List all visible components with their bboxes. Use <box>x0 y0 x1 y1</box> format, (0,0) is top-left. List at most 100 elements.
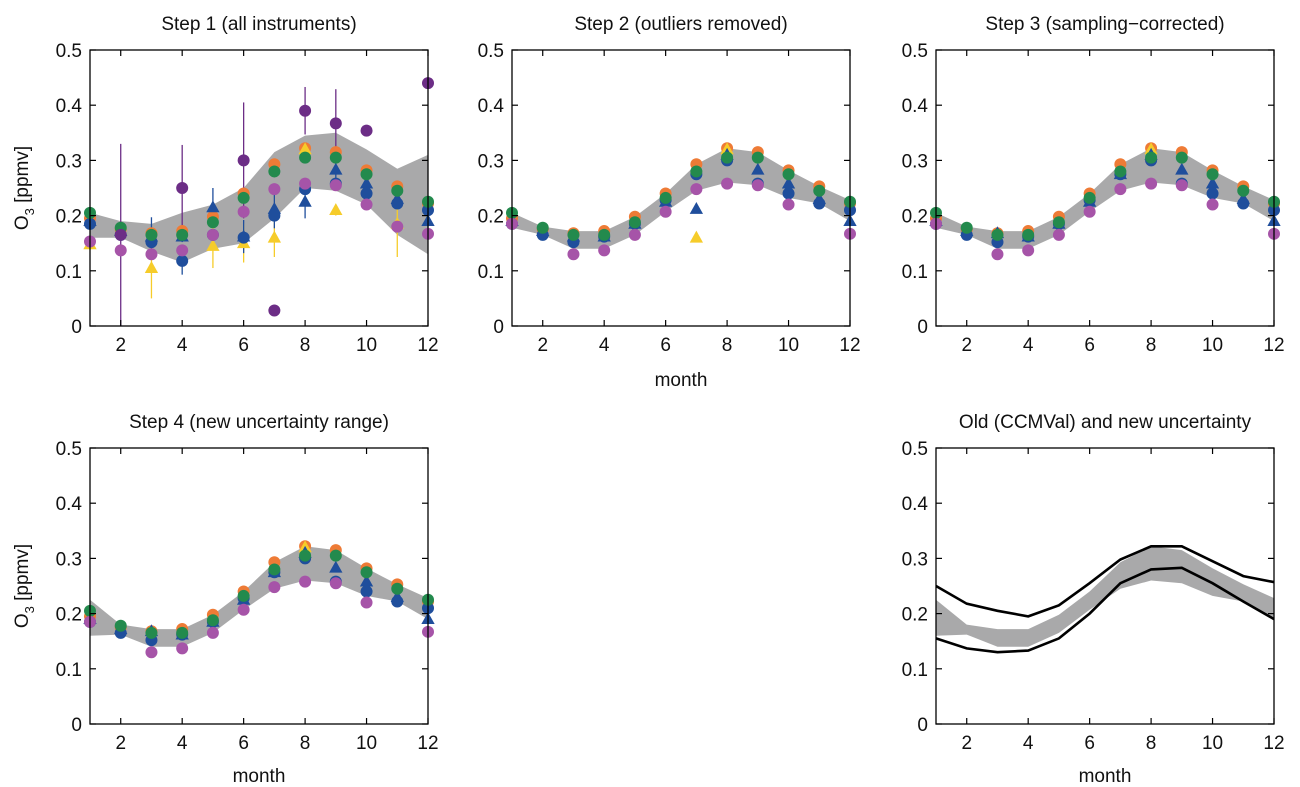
data-point-circle <box>145 228 158 241</box>
data-point-triangle <box>689 230 704 243</box>
data-point-circle <box>268 563 281 576</box>
y-tick-label: 0 <box>71 715 82 736</box>
data-point-circle <box>628 216 641 229</box>
data-point-circle <box>1206 168 1219 181</box>
data-point-circle <box>299 104 312 117</box>
x-axis-label: month <box>655 370 708 391</box>
data-point-triangle <box>359 574 374 587</box>
panel-title: Old (CCMVal) and new uncertainty <box>959 412 1252 433</box>
data-point-circle <box>391 184 404 197</box>
y-tick-label: 0.2 <box>902 207 928 228</box>
data-point-circle <box>1237 184 1250 197</box>
data-point-circle <box>360 585 373 598</box>
panel-title: Step 3 (sampling−corrected) <box>985 14 1224 35</box>
y-tick-label: 0.3 <box>56 549 82 570</box>
data-point-circle <box>237 191 250 204</box>
data-point-circle <box>751 151 764 164</box>
data-point-circle <box>360 187 373 200</box>
data-point-circle <box>1052 216 1065 229</box>
x-tick-label: 12 <box>1263 733 1284 754</box>
data-point-triangle <box>1205 176 1220 189</box>
x-tick-label: 2 <box>537 335 548 356</box>
data-point-circle <box>237 154 250 167</box>
y-tick-label: 0.1 <box>902 262 928 283</box>
data-point-circle <box>598 228 611 241</box>
data-point-circle <box>114 228 127 241</box>
y-tick-label: 0.1 <box>56 660 82 681</box>
data-point-circle <box>237 205 250 218</box>
y-axis-label: O3 [ppmv] <box>12 146 37 230</box>
data-point-circle <box>360 566 373 579</box>
y-tick-label: 0.3 <box>56 151 82 172</box>
plot-frame <box>935 49 1275 327</box>
y-tick-label: 0.3 <box>478 151 504 172</box>
y-tick-label: 0.5 <box>56 41 82 62</box>
y-tick-label: 0.5 <box>902 439 928 460</box>
data-point-circle <box>690 165 703 178</box>
panel-title: Step 4 (new uncertainty range) <box>129 412 389 433</box>
y-tick-label: 0.3 <box>902 151 928 172</box>
y-tick-label: 0.3 <box>902 549 928 570</box>
data-point-triangle <box>751 162 765 175</box>
data-point-circle <box>237 603 250 616</box>
data-point-triangle <box>689 201 704 214</box>
x-tick-label: 6 <box>660 335 671 356</box>
data-point-circle <box>1145 151 1158 164</box>
y-tick-label: 0 <box>917 317 928 338</box>
x-tick-label: 8 <box>1146 733 1157 754</box>
data-point-circle <box>329 117 342 130</box>
data-point-circle <box>145 646 158 659</box>
data-point-triangle <box>1175 162 1189 175</box>
data-point-circle <box>391 220 404 233</box>
data-point-circle <box>176 244 189 257</box>
x-tick-label: 6 <box>1084 335 1095 356</box>
data-point-triangle <box>359 176 374 189</box>
data-point-circle <box>1022 228 1035 241</box>
x-tick-label: 2 <box>115 335 126 356</box>
data-point-circle <box>391 595 404 608</box>
data-point-circle <box>299 151 312 164</box>
y-tick-label: 0.5 <box>902 41 928 62</box>
data-point-circle <box>1206 187 1219 200</box>
data-point-circle <box>299 549 312 562</box>
data-point-circle <box>659 191 672 204</box>
data-point-circle <box>1083 191 1096 204</box>
data-point-triangle <box>329 162 343 175</box>
plot-frame <box>935 447 1275 725</box>
data-point-circle <box>391 582 404 595</box>
y-tick-label: 0.4 <box>56 494 83 515</box>
data-point-circle <box>813 184 826 197</box>
x-tick-label: 10 <box>356 733 377 754</box>
series-line-1 <box>936 566 1274 654</box>
y-tick-label: 0.5 <box>56 439 82 460</box>
panel-title: Step 2 (outliers removed) <box>574 14 787 35</box>
y-tick-label: 0.1 <box>56 262 82 283</box>
plot-frame <box>511 49 851 327</box>
data-point-circle <box>329 577 342 590</box>
x-tick-label: 10 <box>778 335 799 356</box>
x-tick-label: 4 <box>1023 335 1034 356</box>
data-point-circle <box>690 183 703 196</box>
data-point-circle <box>1206 198 1219 211</box>
data-point-triangle <box>206 238 220 251</box>
plot-frame <box>89 49 429 327</box>
x-tick-label: 10 <box>1202 335 1223 356</box>
x-tick-label: 8 <box>300 335 311 356</box>
data-point-circle <box>360 168 373 181</box>
data-point-circle <box>237 231 250 244</box>
data-point-circle <box>1175 179 1188 192</box>
data-point-circle <box>237 589 250 602</box>
data-point-circle <box>206 614 219 627</box>
data-point-circle <box>598 244 611 257</box>
x-tick-label: 6 <box>1084 733 1095 754</box>
panel-compare: 0 0.1 0.2 0.3 0.4 0.5 2 4 6 8 10 12 Old (CCMVal) an… <box>902 412 1285 787</box>
x-tick-label: 8 <box>300 733 311 754</box>
data-point-circle <box>176 254 189 267</box>
x-tick-label: 8 <box>722 335 733 356</box>
y-tick-label: 0.5 <box>478 41 504 62</box>
panel-step2: 0 0.1 0.2 0.3 0.4 0.5 2 4 6 8 10 12 Step 2 (outlier… <box>478 14 861 391</box>
plot-frame <box>89 447 429 725</box>
y-tick-label: 0.2 <box>56 605 82 626</box>
data-point-circle <box>391 197 404 210</box>
